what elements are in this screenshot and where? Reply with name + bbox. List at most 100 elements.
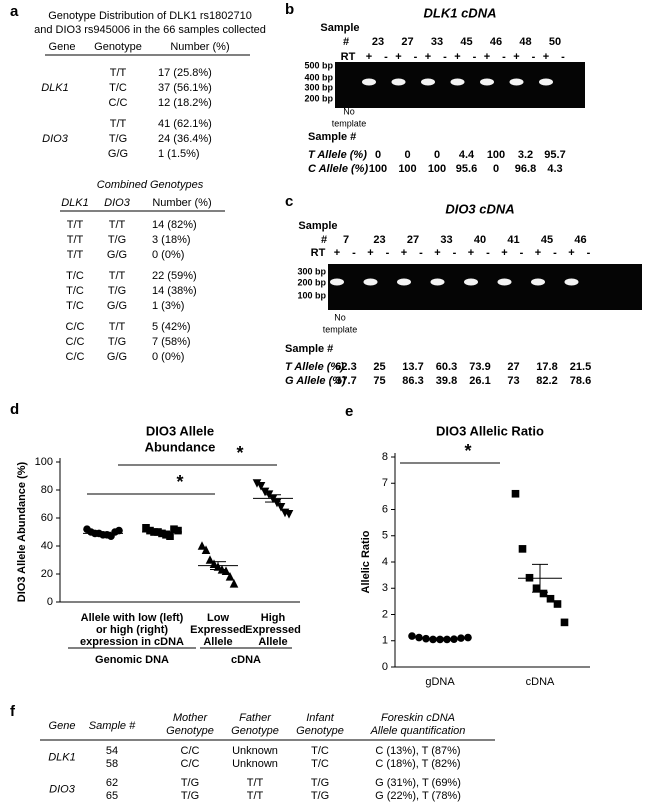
gel-band (363, 278, 378, 286)
data-point (450, 635, 458, 643)
table-header: Gene (49, 720, 76, 732)
table-cell: T/T (247, 777, 264, 789)
table-header: Gene (49, 41, 76, 53)
y-tick-label: 2 (382, 608, 388, 620)
rt-sign: - (443, 51, 447, 63)
data-point (525, 573, 534, 582)
count: 7 (58%) (152, 336, 191, 348)
count: 17 (25.8%) (158, 67, 212, 79)
gene-label: DIO3 (42, 133, 69, 145)
table-cell: G (22%), T (78%) (375, 790, 461, 802)
table-cell: C/C (181, 758, 200, 770)
data-point (464, 633, 472, 642)
allele-value: 27 (507, 361, 519, 373)
genotype: T/G (108, 336, 126, 348)
panel-label: a (10, 3, 19, 20)
count: 5 (42%) (152, 321, 191, 333)
table-header: Sample # (285, 343, 333, 355)
gene-label: DLK1 (41, 82, 69, 94)
count: 37 (56.1%) (158, 82, 212, 94)
gel-band (564, 278, 579, 286)
rt-label: RT (311, 247, 326, 259)
ladder-label: 400 bp (304, 72, 333, 82)
allele-value: 82.2 (536, 375, 557, 387)
chart-title: DIO3 Allelic Ratio (436, 423, 544, 438)
genotype: T/T (67, 249, 84, 261)
data-point (197, 541, 207, 550)
count: 1 (1.5%) (158, 148, 200, 160)
no-template-label: No (343, 106, 355, 116)
allele-value: 26.1 (469, 375, 490, 387)
data-point (115, 526, 123, 535)
data-point (539, 589, 548, 598)
table-cell: T/T (247, 790, 264, 802)
rt-sign: + (367, 247, 373, 259)
allele-value: 95.7 (544, 149, 565, 161)
gel-band (330, 278, 344, 286)
table-cell: 58 (106, 758, 118, 770)
allele-value: 100 (487, 149, 505, 161)
table-cell: T/G (311, 777, 329, 789)
x-tick-label: Expressed (245, 624, 301, 636)
rt-sign: + (568, 247, 574, 259)
gel-band (464, 278, 478, 286)
rt-sign: + (484, 51, 490, 63)
row-label: T Allele (%) (285, 361, 344, 373)
x-tick-label: gDNA (425, 676, 455, 688)
genotype: T/C (66, 270, 84, 282)
sample-number: 40 (474, 234, 486, 246)
rt-sign: + (543, 51, 549, 63)
data-point (429, 635, 437, 644)
table-header: Sample # (308, 131, 356, 143)
gel-band (480, 78, 494, 86)
y-tick-label: 80 (41, 484, 53, 496)
data-point (560, 618, 569, 627)
allele-value: 37.7 (335, 375, 356, 387)
gel-band (421, 78, 435, 86)
y-tick-label: 1 (382, 635, 388, 647)
table-header: Infant (306, 712, 334, 724)
y-tick-label: 0 (47, 596, 53, 608)
rt-sign: + (501, 247, 507, 259)
y-axis-label: Allelic Ratio (360, 530, 372, 593)
significance-mark: * (176, 472, 183, 492)
rt-sign: - (520, 247, 524, 259)
allele-value: 0 (493, 163, 499, 175)
data-point (256, 482, 266, 491)
data-point (518, 545, 527, 553)
gel-band (509, 78, 524, 86)
data-point (201, 545, 211, 554)
rt-sign: - (587, 247, 591, 259)
gel-band (397, 278, 411, 286)
data-point (546, 594, 555, 603)
table-cell: C (18%), T (82%) (375, 758, 460, 770)
sample-number: 33 (431, 36, 443, 48)
genotype: T/G (109, 133, 127, 145)
allele-value: 100 (398, 163, 416, 175)
y-tick-label: 8 (382, 451, 388, 463)
data-point (553, 600, 562, 608)
allele-value: 75 (373, 375, 385, 387)
genotype: G/G (107, 351, 127, 363)
sample-number: 33 (440, 234, 452, 246)
sample-number: 45 (541, 234, 553, 246)
genotype: T/C (66, 285, 84, 297)
panel-label: b (285, 1, 294, 18)
table-header: Sample # (89, 720, 136, 732)
sample-header: Sample (320, 22, 359, 34)
allele-value: 0 (375, 149, 381, 161)
sample-header: # (343, 36, 349, 48)
group-label: cDNA (231, 654, 261, 666)
genotype: C/C (66, 351, 85, 363)
sample-header: Sample (298, 220, 337, 232)
x-tick-label: Allele with low (left) (81, 612, 184, 624)
sample-number: 23 (372, 36, 384, 48)
rt-sign: + (434, 247, 440, 259)
rt-sign: - (352, 247, 356, 259)
genotype: T/T (109, 321, 126, 333)
data-point (284, 510, 294, 519)
table-cell: 54 (106, 745, 118, 757)
y-tick-label: 7 (382, 477, 388, 489)
y-tick-label: 60 (41, 512, 53, 524)
